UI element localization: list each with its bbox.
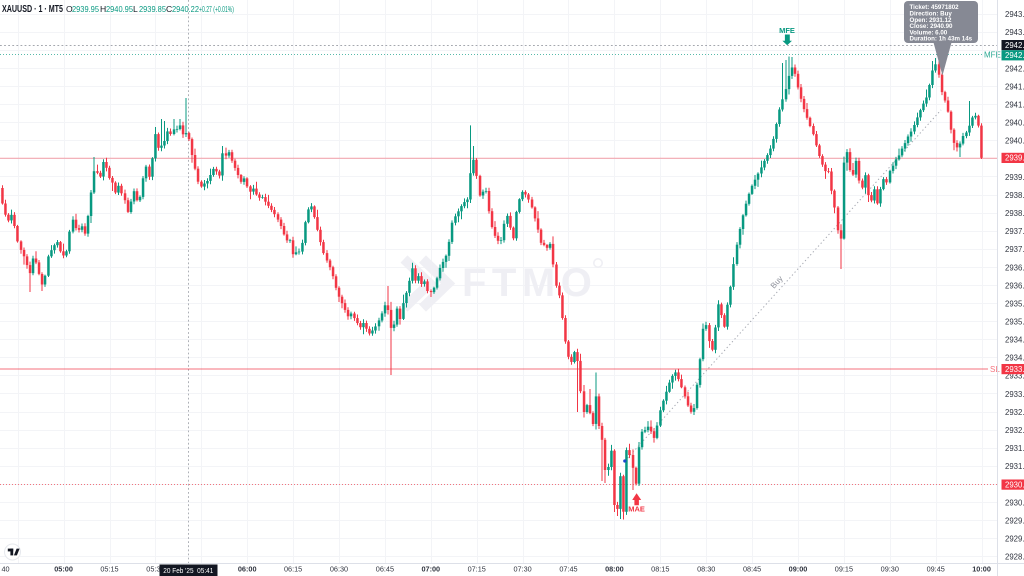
svg-text:2934.0: 2934.0 <box>1005 354 1024 363</box>
svg-text:2940.95: 2940.95 <box>106 4 133 14</box>
svg-text:10:00: 10:00 <box>972 565 991 574</box>
svg-text:C: C <box>166 4 172 14</box>
svg-text:2941.5: 2941.5 <box>1005 83 1024 92</box>
svg-text:08:15: 08:15 <box>651 565 669 574</box>
svg-text:MFE: MFE <box>984 51 1001 60</box>
svg-text:Open: 2931.12: Open: 2931.12 <box>910 17 953 24</box>
svg-text:2933.0: 2933.0 <box>1005 390 1024 399</box>
svg-text:06:00: 06:00 <box>238 565 257 574</box>
svg-text:08:00: 08:00 <box>605 565 624 574</box>
svg-text:09:30: 09:30 <box>881 565 899 574</box>
svg-text:2928.5: 2928.5 <box>1005 553 1024 562</box>
svg-text:06:45: 06:45 <box>376 565 394 574</box>
svg-text:2940.5: 2940.5 <box>1005 119 1024 128</box>
svg-text:2942.3: 2942.3 <box>1005 51 1024 60</box>
svg-text:FTMO: FTMO <box>462 261 597 305</box>
svg-text:05:30: 05:30 <box>146 565 164 574</box>
svg-text:2931.0: 2931.0 <box>1005 462 1024 471</box>
svg-text:2939.0: 2939.0 <box>1005 173 1024 182</box>
svg-text:08:30: 08:30 <box>697 565 715 574</box>
svg-text:2938.5: 2938.5 <box>1005 191 1024 200</box>
svg-text:2932.5: 2932.5 <box>1005 408 1024 417</box>
svg-text:2941.0: 2941.0 <box>1005 101 1024 110</box>
svg-text:2929.0: 2929.0 <box>1005 535 1024 544</box>
svg-text:Volume: 6.00: Volume: 6.00 <box>910 29 948 36</box>
svg-text:2942.0: 2942.0 <box>1005 64 1024 73</box>
svg-text:+0.27 (+0.01%): +0.27 (+0.01%) <box>199 4 234 14</box>
svg-text:Close: 2940.90: Close: 2940.90 <box>910 23 954 30</box>
svg-text:SL: SL <box>990 365 1000 374</box>
svg-text:2943.5: 2943.5 <box>1005 10 1024 19</box>
svg-text:07:45: 07:45 <box>559 565 577 574</box>
svg-text:40: 40 <box>2 565 10 574</box>
svg-text:20 Feb '25 05:41: 20 Feb '25 05:41 <box>163 566 213 575</box>
svg-text:07:30: 07:30 <box>513 565 531 574</box>
svg-text:06:15: 06:15 <box>284 565 302 574</box>
svg-text:2939.95: 2939.95 <box>72 4 99 14</box>
svg-text:2931.5: 2931.5 <box>1005 444 1024 453</box>
svg-text:2940.22: 2940.22 <box>172 4 199 14</box>
svg-text:2937.5: 2937.5 <box>1005 227 1024 236</box>
svg-text:2929.5: 2929.5 <box>1005 516 1024 525</box>
svg-text:Duration: 1h 43m 14s: Duration: 1h 43m 14s <box>910 36 973 43</box>
svg-text:2942.6: 2942.6 <box>1005 41 1024 50</box>
svg-text:L: L <box>133 4 138 14</box>
svg-text:XAUUSD · 1 · MT5: XAUUSD · 1 · MT5 <box>2 4 63 15</box>
svg-text:2939.9: 2939.9 <box>1005 154 1024 163</box>
svg-text:2930.4: 2930.4 <box>1005 480 1024 489</box>
svg-text:2940.0: 2940.0 <box>1005 137 1024 146</box>
svg-text:08:45: 08:45 <box>743 565 761 574</box>
svg-text:2936.0: 2936.0 <box>1005 281 1024 290</box>
svg-text:09:15: 09:15 <box>835 565 853 574</box>
svg-text:09:00: 09:00 <box>789 565 808 574</box>
svg-text:2943.0: 2943.0 <box>1005 28 1024 37</box>
svg-text:Ticket: 45971802: Ticket: 45971802 <box>910 4 960 11</box>
svg-text:05:00: 05:00 <box>54 565 73 574</box>
svg-text:07:00: 07:00 <box>421 565 440 574</box>
svg-text:2939.85: 2939.85 <box>139 4 166 14</box>
svg-text:MFE: MFE <box>779 26 795 35</box>
svg-text:2938.0: 2938.0 <box>1005 209 1024 218</box>
svg-text:09:45: 09:45 <box>927 565 945 574</box>
svg-text:2933.6: 2933.6 <box>1005 365 1024 374</box>
svg-text:05:15: 05:15 <box>100 565 118 574</box>
svg-text:2930.0: 2930.0 <box>1005 498 1024 507</box>
svg-text:06:30: 06:30 <box>330 565 348 574</box>
svg-text:H: H <box>100 4 106 14</box>
svg-text:O: O <box>66 4 73 14</box>
svg-text:Direction: Buy: Direction: Buy <box>910 11 953 18</box>
svg-text:2935.5: 2935.5 <box>1005 299 1024 308</box>
svg-text:2937.0: 2937.0 <box>1005 245 1024 254</box>
svg-text:2935.0: 2935.0 <box>1005 318 1024 327</box>
svg-text:2932.0: 2932.0 <box>1005 426 1024 435</box>
svg-text:2936.5: 2936.5 <box>1005 263 1024 272</box>
svg-text:07:15: 07:15 <box>468 565 486 574</box>
svg-text:2933.5: 2933.5 <box>1005 372 1024 381</box>
svg-text:MAE: MAE <box>628 505 645 514</box>
svg-text:2934.5: 2934.5 <box>1005 336 1024 345</box>
